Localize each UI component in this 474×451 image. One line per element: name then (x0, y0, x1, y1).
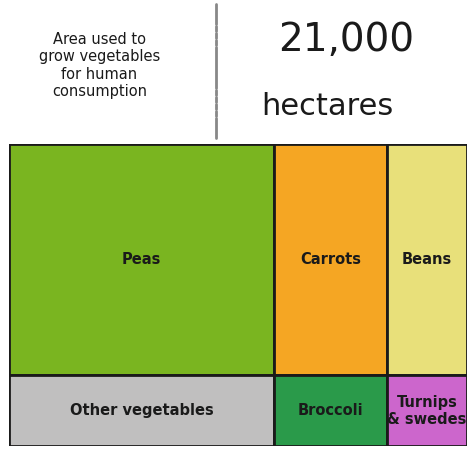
Text: Other vegetables: Other vegetables (70, 404, 214, 419)
Bar (9, 144, 274, 376)
Text: Turnips
& swedes: Turnips & swedes (387, 395, 467, 427)
Text: Beans: Beans (402, 253, 452, 267)
Bar (387, 144, 467, 376)
Text: Carrots: Carrots (300, 253, 361, 267)
Bar (9, 376, 274, 446)
Text: hectares: hectares (261, 92, 393, 121)
Text: 21,000: 21,000 (278, 21, 414, 59)
Bar (274, 376, 387, 446)
Text: Area used to
grow vegetables
for human
consumption: Area used to grow vegetables for human c… (39, 32, 160, 99)
Text: Broccoli: Broccoli (298, 404, 364, 419)
Bar (274, 144, 387, 376)
Text: Peas: Peas (122, 253, 161, 267)
Bar (387, 376, 467, 446)
